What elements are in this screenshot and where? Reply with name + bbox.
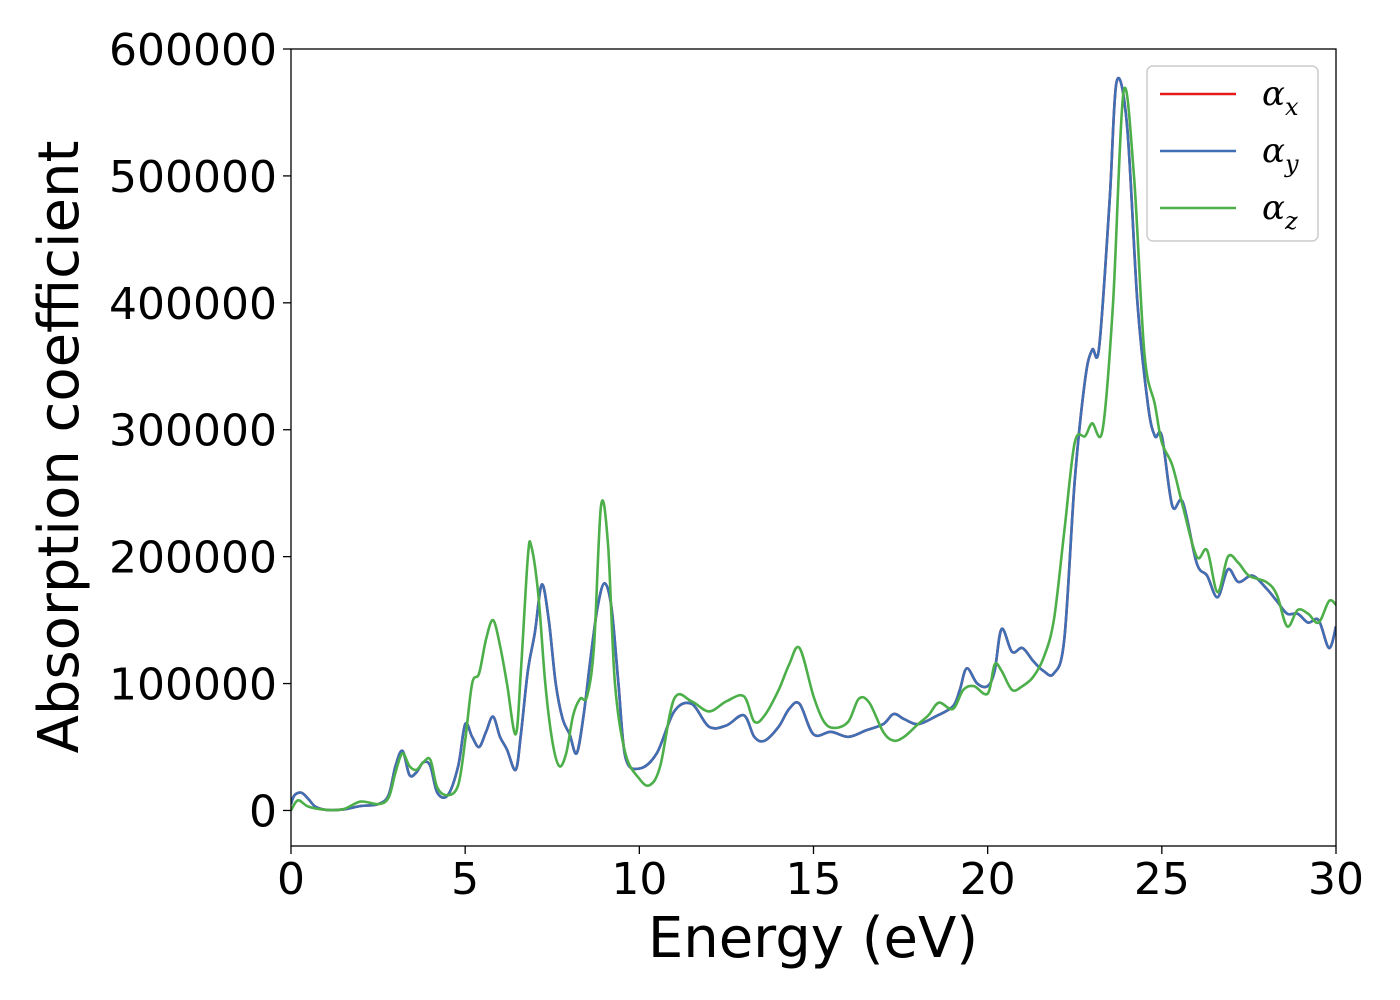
legend-label-alpha-z: αz bbox=[1262, 188, 1298, 235]
series-layer bbox=[291, 76, 1336, 812]
x-axis: 0 5 10 15 20 25 30 bbox=[277, 846, 1364, 905]
x-axis-title: Energy (eV) bbox=[648, 906, 978, 971]
x-tick-label: 25 bbox=[1134, 854, 1190, 905]
y-tick-label: 100000 bbox=[109, 660, 277, 711]
y-tick-label: 500000 bbox=[109, 152, 277, 203]
x-tick-label: 0 bbox=[277, 854, 305, 905]
y-tick-label: 600000 bbox=[109, 25, 277, 76]
x-tick-label: 5 bbox=[451, 854, 479, 905]
y-axis: 0 100000 200000 300000 400000 500000 600000 bbox=[109, 25, 291, 837]
y-tick-label: 300000 bbox=[109, 406, 277, 457]
legend-box bbox=[1146, 65, 1319, 242]
x-tick-label: 30 bbox=[1308, 854, 1364, 905]
y-tick-label: 0 bbox=[249, 786, 277, 837]
y-tick-label: 200000 bbox=[109, 533, 277, 584]
x-tick-label: 10 bbox=[611, 854, 667, 905]
series-line-alpha-y bbox=[291, 76, 1336, 812]
x-tick-label: 15 bbox=[786, 854, 842, 905]
x-tick-label: 20 bbox=[960, 854, 1016, 905]
y-axis-title: Absorption coefficient bbox=[27, 141, 92, 754]
series-line-alpha-z bbox=[291, 86, 1336, 812]
y-tick-label: 400000 bbox=[109, 279, 277, 330]
